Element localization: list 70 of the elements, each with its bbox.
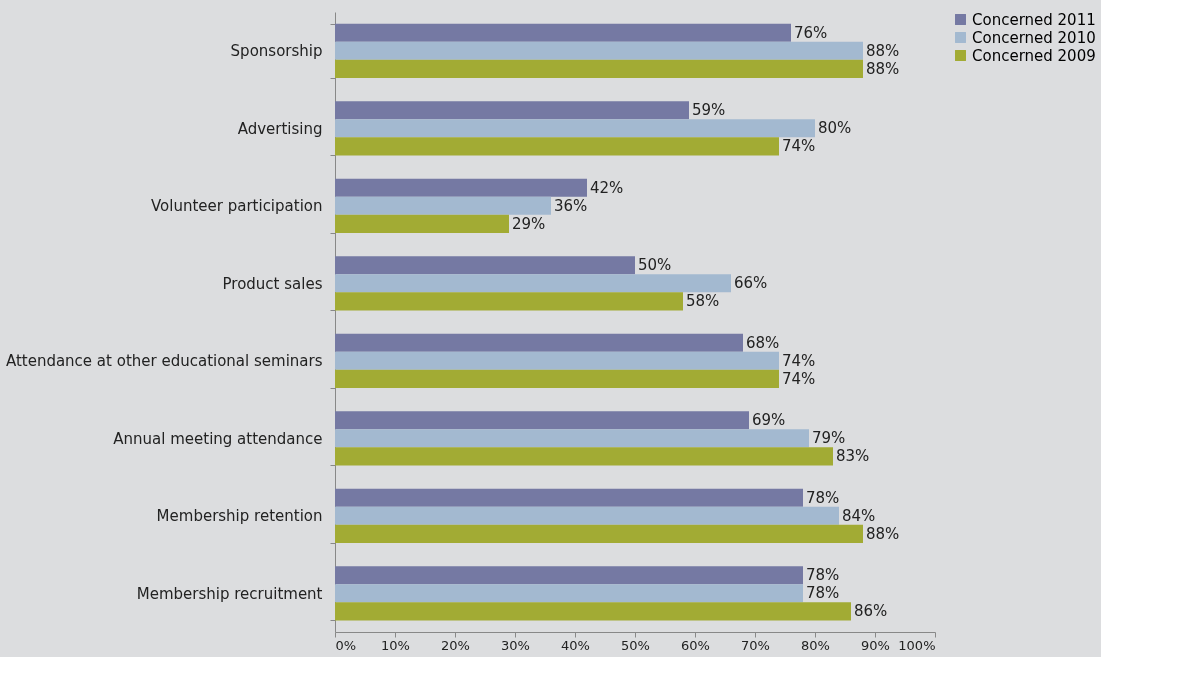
- legend-label: Concerned 2011: [972, 10, 1096, 29]
- data-label: 78%: [806, 488, 840, 507]
- bar: [335, 333, 743, 352]
- data-label: 88%: [866, 524, 900, 543]
- bar: [335, 101, 689, 120]
- data-label: 59%: [692, 101, 726, 120]
- x-tick-label: 50%: [621, 637, 650, 653]
- data-label: 69%: [752, 411, 786, 430]
- data-label: 74%: [782, 351, 816, 370]
- bar: [335, 196, 551, 215]
- bar: [335, 119, 815, 138]
- x-tick-label: 40%: [561, 637, 590, 653]
- data-label: 76%: [794, 23, 828, 42]
- bar: [335, 429, 809, 448]
- data-label: 68%: [746, 333, 780, 352]
- data-label: 88%: [866, 59, 900, 78]
- y-tick-label: Sponsorship: [230, 42, 323, 61]
- bar: [335, 292, 683, 311]
- data-label: 83%: [836, 447, 870, 466]
- bar: [335, 178, 587, 197]
- data-label: 36%: [554, 196, 588, 215]
- y-tick-label: Membership recruitment: [136, 584, 323, 603]
- legend-label: Concerned 2010: [972, 28, 1096, 47]
- bar: [335, 566, 803, 585]
- bar: [335, 137, 779, 156]
- bar: [335, 369, 779, 388]
- data-label: 66%: [734, 274, 768, 293]
- bar: [335, 411, 749, 430]
- legend-label: Concerned 2009: [972, 46, 1096, 65]
- bar: [335, 506, 839, 525]
- bar: [335, 59, 863, 78]
- y-tick-label: Advertising: [237, 119, 323, 138]
- x-tick-label: 0%: [335, 637, 357, 653]
- data-label: 80%: [818, 119, 852, 138]
- data-label: 78%: [806, 584, 840, 603]
- data-label: 88%: [866, 41, 900, 60]
- bar: [335, 524, 863, 543]
- y-tick-label: Attendance at other educational seminars: [5, 352, 323, 371]
- bar: [335, 274, 731, 293]
- data-label: 29%: [512, 214, 546, 233]
- data-label: 74%: [782, 137, 816, 156]
- x-tick-label: 80%: [801, 637, 830, 653]
- bar: [335, 488, 803, 507]
- bar: [335, 602, 851, 621]
- bar: [335, 584, 803, 603]
- x-tick-label: 20%: [441, 637, 470, 653]
- y-tick-label: Product sales: [222, 274, 323, 293]
- bar: [335, 23, 791, 42]
- y-tick-label: Membership retention: [156, 507, 323, 526]
- data-label: 58%: [686, 292, 720, 311]
- x-tick-label: 60%: [681, 637, 710, 653]
- data-label: 78%: [806, 566, 840, 585]
- y-tick-label: Volunteer participation: [150, 197, 323, 216]
- x-tick-label: 30%: [501, 637, 530, 653]
- data-label: 74%: [782, 369, 816, 388]
- data-label: 79%: [812, 429, 846, 448]
- bar: [335, 41, 863, 60]
- x-tick-label: 100%: [898, 637, 936, 653]
- x-tick-label: 90%: [861, 637, 890, 653]
- bar: [335, 447, 833, 466]
- bar: [335, 214, 509, 233]
- data-label: 50%: [638, 256, 672, 275]
- bar: [335, 351, 779, 370]
- x-tick-label: 10%: [381, 637, 410, 653]
- data-label: 42%: [590, 178, 624, 197]
- data-label: 86%: [854, 602, 888, 621]
- bar: [335, 256, 635, 275]
- y-tick-label: Annual meeting attendance: [113, 429, 323, 448]
- data-label: 84%: [842, 506, 876, 525]
- x-tick-label: 70%: [741, 637, 770, 653]
